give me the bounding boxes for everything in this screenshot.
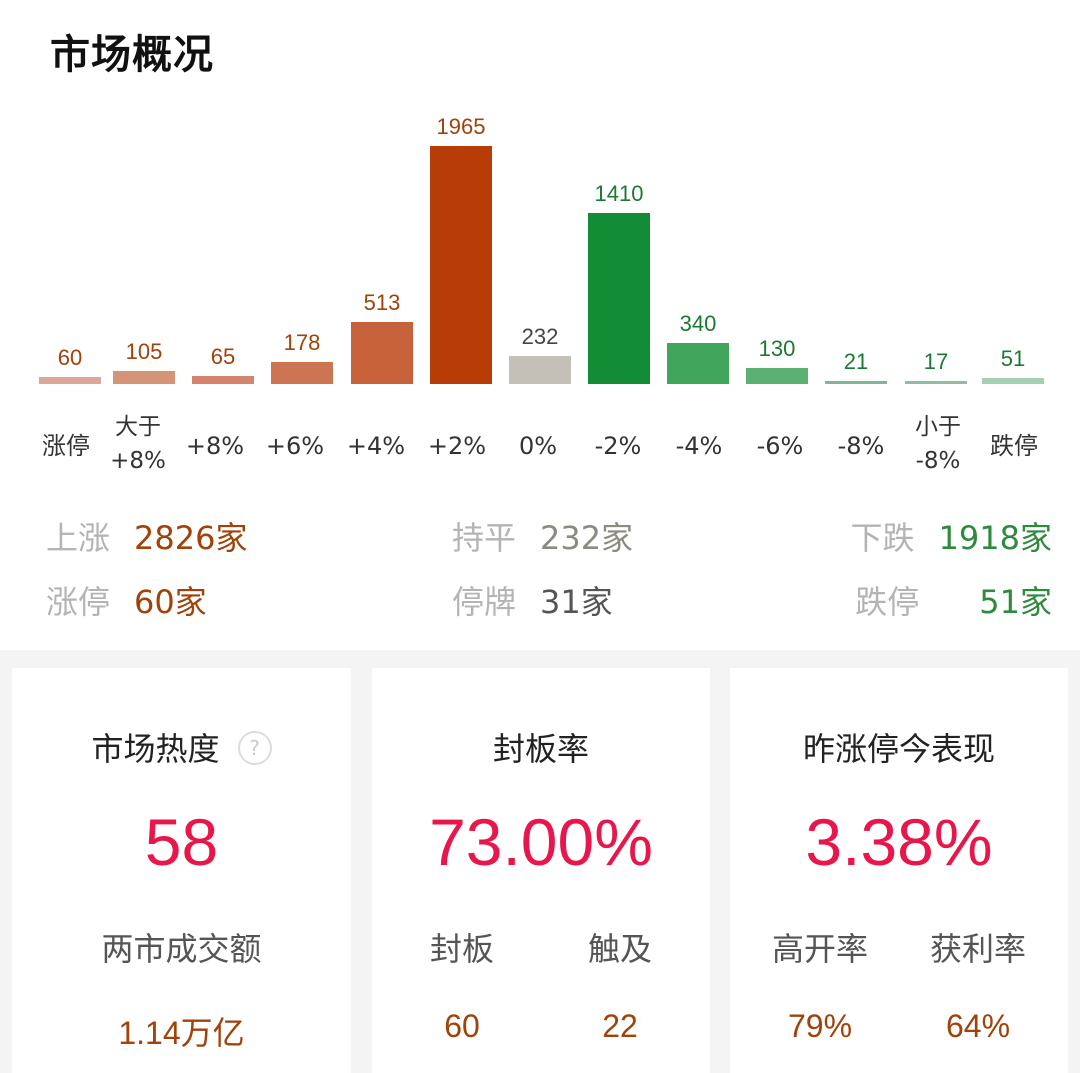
touched-label: 触及 bbox=[587, 930, 652, 968]
bar-rect bbox=[825, 381, 887, 384]
bar-value: 513 bbox=[363, 290, 401, 315]
bar-rect bbox=[351, 322, 413, 384]
bar-lt-neg-8[interactable]: 17 bbox=[903, 349, 969, 384]
stat-rise: 上涨 2826家 bbox=[46, 519, 248, 557]
x-label: 小于 -8% bbox=[915, 414, 961, 474]
stat-limit-down: 跌停 51家 bbox=[855, 583, 1052, 621]
bar-rect bbox=[667, 343, 729, 384]
x-axis-labels: 涨停 大于 +8% +8% +6% +4% +2% 0% -2% -4% -6% … bbox=[0, 410, 1080, 490]
x-label: 跌停 bbox=[990, 432, 1038, 460]
x-label: 0% bbox=[518, 432, 558, 460]
card-seal-rate[interactable]: 封板率 73.00% 封板 触及 60 22 bbox=[372, 668, 710, 1073]
bar-value: 232 bbox=[521, 324, 559, 349]
bar-6[interactable]: 178 bbox=[269, 330, 335, 384]
bar-rect bbox=[509, 356, 571, 384]
x-label: -8% bbox=[837, 432, 885, 460]
bar-neg-6[interactable]: 130 bbox=[744, 336, 810, 384]
card-market-heat[interactable]: 市场热度? 58 两市成交额 1.14万亿 bbox=[12, 668, 351, 1073]
stat-suspended: 停牌 31家 bbox=[452, 583, 613, 621]
sealed-label: 封板 bbox=[429, 930, 494, 968]
bar-2[interactable]: 1965 bbox=[428, 114, 494, 384]
x-label: +8% bbox=[185, 432, 245, 460]
bar-value: 60 bbox=[57, 345, 83, 370]
bar-neg-4[interactable]: 340 bbox=[665, 311, 731, 384]
sealed-value: 60 bbox=[444, 1008, 480, 1044]
bar-gt-8[interactable]: 105 bbox=[111, 339, 177, 384]
bar-rect bbox=[982, 378, 1044, 384]
bar-rect bbox=[746, 368, 808, 384]
bar-value: 51 bbox=[1000, 346, 1026, 371]
turnover-value: 1.14万亿 bbox=[118, 1015, 245, 1051]
bar-0[interactable]: 232 bbox=[507, 324, 573, 384]
bar-value: 1965 bbox=[436, 114, 486, 139]
x-label: -2% bbox=[594, 432, 642, 460]
bar-value: 130 bbox=[758, 336, 796, 361]
high-open-label: 高开率 bbox=[771, 930, 868, 968]
seal-rate-value: 73.00% bbox=[429, 805, 653, 879]
page-title: 市场概况 bbox=[50, 32, 214, 78]
x-label: 涨停 bbox=[42, 432, 90, 460]
bar-rect bbox=[588, 213, 650, 384]
x-label: -6% bbox=[756, 432, 804, 460]
help-icon[interactable]: ? bbox=[237, 731, 272, 765]
profit-label: 获利率 bbox=[929, 930, 1026, 968]
bar-rect bbox=[430, 146, 492, 384]
bar-value: 1410 bbox=[594, 181, 644, 206]
bar-value: 21 bbox=[843, 349, 869, 374]
bar-limit-up[interactable]: 60 bbox=[37, 345, 103, 384]
bar-limit-down[interactable]: 51 bbox=[980, 346, 1046, 384]
x-label: +6% bbox=[265, 432, 325, 460]
card-yesterday-limit-up[interactable]: 昨涨停今表现 3.38% 高开率 获利率 79% 64% bbox=[730, 668, 1068, 1073]
stat-limit-up: 涨停 60家 bbox=[46, 583, 207, 621]
bar-value: 340 bbox=[679, 311, 717, 336]
x-label: +2% bbox=[427, 432, 487, 460]
bar-value: 105 bbox=[125, 339, 163, 364]
stat-flat: 持平 232家 bbox=[452, 519, 634, 557]
high-open-value: 79% bbox=[787, 1008, 853, 1044]
bar-value: 178 bbox=[283, 330, 321, 355]
yesterday-perf-value: 3.38% bbox=[805, 805, 993, 879]
bar-rect bbox=[905, 381, 967, 384]
distribution-chart: 60 105 65 178 513 1965 232 1410 340 130 … bbox=[0, 100, 1080, 390]
bar-value: 17 bbox=[923, 349, 949, 374]
bar-rect bbox=[39, 377, 101, 384]
card-title: 市场热度? bbox=[12, 724, 351, 770]
bar-neg-8[interactable]: 21 bbox=[823, 349, 889, 384]
bar-rect bbox=[271, 362, 333, 384]
x-label: -4% bbox=[675, 432, 723, 460]
bar-rect bbox=[192, 376, 254, 384]
card-title: 封板率 bbox=[492, 730, 589, 768]
bar-8[interactable]: 65 bbox=[190, 344, 256, 384]
card-title: 昨涨停今表现 bbox=[802, 730, 995, 768]
x-label: 大于 +8% bbox=[110, 414, 166, 474]
touched-value: 22 bbox=[602, 1008, 638, 1044]
heat-value: 58 bbox=[144, 805, 219, 879]
x-label: +4% bbox=[346, 432, 406, 460]
bar-value: 65 bbox=[210, 344, 236, 369]
turnover-label: 两市成交额 bbox=[101, 930, 262, 968]
bar-4[interactable]: 513 bbox=[349, 290, 415, 384]
bar-neg-2[interactable]: 1410 bbox=[586, 181, 652, 384]
stat-fall: 下跌 1918家 bbox=[850, 519, 1052, 557]
bar-rect bbox=[113, 371, 175, 384]
profit-value: 64% bbox=[945, 1008, 1011, 1044]
